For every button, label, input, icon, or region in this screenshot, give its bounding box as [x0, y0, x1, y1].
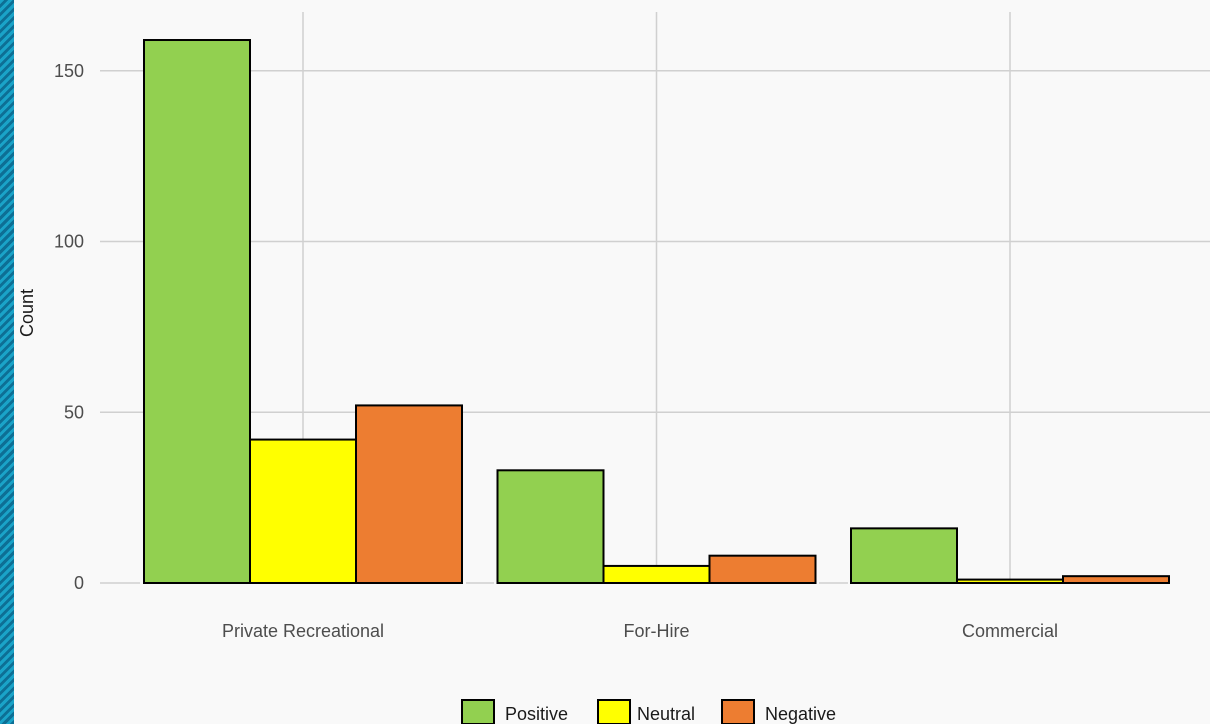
- x-tick-label: For-Hire: [624, 621, 690, 641]
- bar-negative: [708, 554, 817, 584]
- y-tick-label: 150: [54, 61, 84, 81]
- legend-label-positive: Positive: [505, 704, 568, 724]
- legend-label-neutral: Neutral: [637, 704, 695, 724]
- legend: Positive Neutral Negative: [461, 699, 836, 724]
- bar-positive: [496, 469, 605, 584]
- legend-label-negative: Negative: [765, 704, 836, 724]
- bar-negative: [1062, 575, 1170, 584]
- bar-neutral: [956, 578, 1064, 585]
- y-axis: 0 50 100 150: [54, 61, 84, 593]
- x-tick-label: Private Recreational: [222, 621, 384, 641]
- bars: [143, 39, 1170, 585]
- bar-negative: [355, 404, 463, 585]
- y-axis-title: Count: [17, 289, 37, 337]
- bar-positive: [143, 39, 251, 584]
- legend-key-negative: [721, 699, 755, 724]
- y-tick-label: 0: [74, 573, 84, 593]
- x-axis: Private Recreational For-Hire Commercial: [222, 621, 1058, 641]
- y-tick-label: 100: [54, 232, 84, 252]
- bar-neutral: [602, 564, 711, 584]
- decorative-left-strip: [0, 0, 14, 724]
- legend-key-positive: [461, 699, 495, 724]
- x-tick-label: Commercial: [962, 621, 1058, 641]
- legend-key-neutral: [597, 699, 631, 724]
- bar-neutral: [249, 438, 357, 584]
- y-tick-label: 50: [64, 402, 84, 422]
- bar-positive: [850, 527, 958, 584]
